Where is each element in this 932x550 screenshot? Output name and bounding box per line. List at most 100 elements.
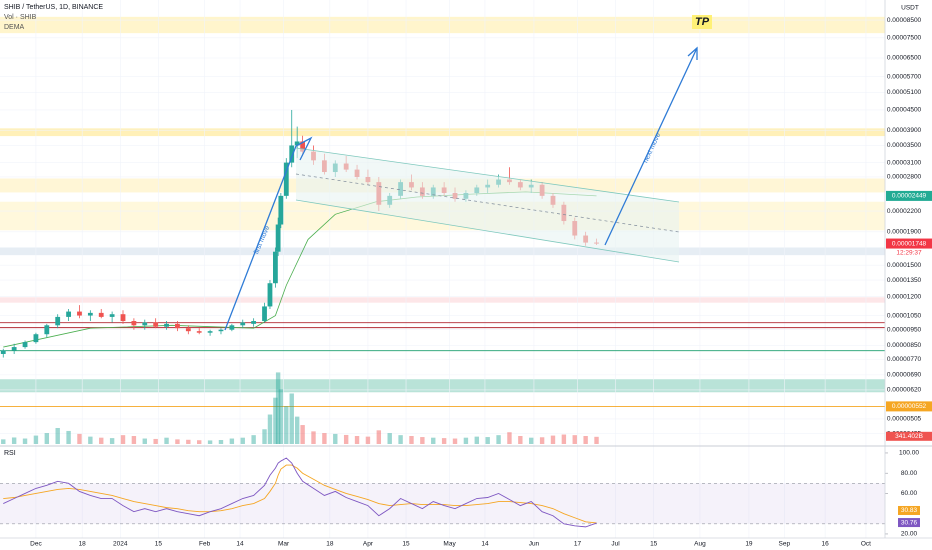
volume-bar — [251, 435, 256, 444]
volume-bar — [322, 433, 327, 444]
arrow-next-head — [687, 46, 698, 60]
candle-body — [218, 329, 224, 332]
price-marker-label: 0.00001748 — [892, 240, 927, 247]
countdown: 12:29:37 — [896, 249, 922, 256]
candle-body — [55, 316, 61, 326]
volume-bar — [294, 416, 300, 444]
volume-bar — [387, 433, 392, 444]
candle-body — [207, 331, 213, 333]
arrow-first — [224, 145, 297, 331]
x-tick-label: Jul — [611, 541, 620, 548]
channel-mid — [295, 173, 680, 233]
annotation: TP — [695, 16, 710, 28]
x-tick-label: Sep — [779, 541, 791, 548]
candle-body — [262, 306, 267, 322]
x-tick-label: 14 — [236, 541, 244, 548]
y-tick-label: 0.00003100 — [887, 159, 922, 166]
x-tick-label: 16 — [822, 541, 830, 548]
price-marker — [886, 401, 932, 412]
y-tick-label: 0.00004500 — [887, 107, 922, 114]
channel — [295, 147, 680, 263]
candle-body — [33, 334, 39, 343]
volume-bar — [300, 425, 305, 444]
price-marker-label: 0.00000552 — [892, 403, 927, 410]
volume-bar — [376, 430, 382, 444]
candle-body — [289, 145, 295, 163]
volume-bar — [550, 435, 556, 444]
zone — [0, 297, 885, 303]
candle-body — [164, 323, 169, 327]
x-tick-label: 15 — [155, 541, 163, 548]
volume-bar — [66, 430, 71, 444]
price-marker — [886, 190, 932, 201]
volume-bar — [452, 438, 458, 444]
y-tick-label: 0.00005700 — [887, 73, 922, 80]
candle-body — [77, 311, 82, 316]
candle-body — [11, 347, 17, 351]
arrow-first-head — [295, 136, 313, 161]
volume-bar — [22, 438, 28, 444]
volume-bar — [496, 435, 501, 444]
volume-bar — [77, 433, 82, 444]
candle-body — [300, 141, 306, 152]
volume-bar — [109, 438, 115, 444]
volume-bar — [55, 428, 60, 444]
x-tick-label: Apr — [363, 541, 374, 548]
volume-bar — [240, 437, 245, 444]
y-tick-label: 0.00001200 — [887, 293, 922, 300]
candle-body — [196, 331, 202, 333]
volume-bar — [594, 436, 599, 444]
x-tick-label: 2024 — [113, 541, 128, 548]
arrows — [224, 46, 698, 331]
volume-bar — [431, 437, 436, 444]
rsi-tick-label: 100.00 — [899, 450, 919, 457]
rsi-tick-label: 60.00 — [901, 490, 918, 497]
volume-bar — [207, 440, 213, 444]
x-tick-label: 19 — [745, 541, 753, 548]
indicator-label: Vol · SHIB — [4, 14, 37, 21]
volume-marker — [886, 431, 932, 441]
rsi-band — [0, 483, 885, 524]
rsi-ma-line — [3, 464, 597, 524]
x-tick-label: Feb — [199, 541, 211, 548]
y-tick-label: 0.00001500 — [887, 262, 922, 269]
tp-box — [692, 15, 712, 29]
y-tick-label: 0.00003900 — [887, 127, 922, 134]
candle-body — [22, 342, 28, 348]
y-tick-label: 0.00000505 — [887, 416, 922, 423]
volume-bar — [311, 431, 316, 444]
candle-body — [175, 323, 180, 329]
volume-bar — [561, 434, 567, 444]
y-tick-label: 0.00001350 — [887, 277, 922, 284]
volume-bar — [529, 437, 534, 444]
candle-body — [267, 283, 273, 307]
candle-body — [44, 325, 50, 335]
price-marker — [886, 238, 932, 249]
x-tick-label: Dec — [30, 541, 42, 548]
x-tick-label: 18 — [326, 541, 334, 548]
rsi-line — [3, 457, 597, 528]
volume-bar — [333, 433, 338, 444]
x-tick-label: Aug — [694, 541, 706, 548]
y-tick-label: 0.00000620 — [887, 387, 922, 394]
candle-body — [0, 350, 6, 354]
volume-bar — [343, 434, 349, 444]
candle-body — [275, 224, 281, 252]
x-tick-label: 15 — [402, 541, 410, 548]
candle-body — [87, 312, 93, 316]
rsi-ma-marker-label: 30.83 — [901, 507, 918, 514]
candle-body — [229, 325, 235, 330]
y-tick-label: 0.00000690 — [887, 372, 922, 379]
volume-bar — [365, 436, 371, 444]
channel-fill — [296, 148, 679, 262]
x-tick-label: 14 — [481, 541, 489, 548]
x-tick-label: Mar — [278, 541, 290, 548]
price-marker-label: 0.00002449 — [892, 193, 927, 200]
volume-bar — [267, 414, 273, 444]
candle-body — [66, 311, 71, 317]
volume-bar — [175, 439, 180, 444]
volume-bar — [262, 429, 267, 444]
y-tick-label: 0.00001900 — [887, 228, 922, 235]
y-tick-label: 0.00003500 — [887, 142, 922, 149]
candle-body — [142, 322, 148, 326]
